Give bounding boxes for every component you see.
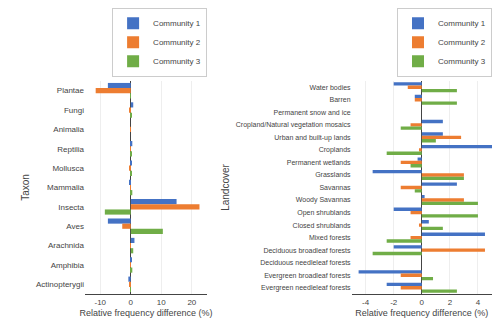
svg-text:Urban and built-up lands: Urban and built-up lands xyxy=(274,134,351,142)
svg-text:Mixed forests: Mixed forests xyxy=(309,234,351,241)
svg-text:Permanent wetlands: Permanent wetlands xyxy=(287,159,351,166)
svg-text:Grasslands: Grasslands xyxy=(315,171,351,178)
svg-text:Animalia: Animalia xyxy=(53,125,84,134)
svg-text:Barren: Barren xyxy=(330,96,351,103)
svg-text:Woody Savannas: Woody Savannas xyxy=(296,196,351,204)
svg-text:Mollusca: Mollusca xyxy=(52,164,84,173)
svg-text:Savannas: Savannas xyxy=(319,184,351,191)
svg-text:Community 2: Community 2 xyxy=(438,38,486,47)
svg-text:-10: -10 xyxy=(94,298,106,307)
svg-text:Insecta: Insecta xyxy=(58,203,84,212)
svg-text:Closed shrublands: Closed shrublands xyxy=(293,222,351,229)
svg-text:Community 1: Community 1 xyxy=(153,19,201,28)
svg-text:20: 20 xyxy=(187,298,196,307)
svg-text:Arachnida: Arachnida xyxy=(48,241,85,250)
svg-text:Evergreen broadleaf forests: Evergreen broadleaf forests xyxy=(264,272,351,280)
svg-text:Relative frequency difference: Relative frequency difference (%) xyxy=(355,308,488,318)
svg-text:Plantae: Plantae xyxy=(57,86,85,95)
svg-text:Amphibia: Amphibia xyxy=(51,261,85,270)
svg-text:10: 10 xyxy=(157,298,166,307)
svg-text:Community 3: Community 3 xyxy=(438,57,486,66)
svg-text:Fungi: Fungi xyxy=(64,106,84,115)
svg-text:0: 0 xyxy=(129,298,134,307)
svg-text:4: 4 xyxy=(476,298,481,307)
svg-text:Evergreen needleleaf forests: Evergreen needleleaf forests xyxy=(261,284,351,292)
svg-text:Taxon: Taxon xyxy=(20,174,31,201)
svg-text:Mammalia: Mammalia xyxy=(47,183,84,192)
svg-text:Community 1: Community 1 xyxy=(438,19,486,28)
svg-text:-2: -2 xyxy=(390,298,398,307)
svg-text:-4: -4 xyxy=(362,298,370,307)
svg-text:Relative frequency difference: Relative frequency difference (%) xyxy=(80,308,213,318)
svg-text:0: 0 xyxy=(420,298,425,307)
svg-text:Permanent snow and ice: Permanent snow and ice xyxy=(274,109,351,116)
svg-text:Deciduous needleleaf forests: Deciduous needleleaf forests xyxy=(260,259,351,266)
svg-text:Community 3: Community 3 xyxy=(153,57,201,66)
svg-text:Open shrublands: Open shrublands xyxy=(297,209,351,217)
svg-text:Deciduous broadleaf forests: Deciduous broadleaf forests xyxy=(263,247,351,254)
svg-text:Actinopterygii: Actinopterygii xyxy=(36,280,84,289)
svg-text:Aves: Aves xyxy=(66,222,84,231)
svg-text:Cropland/Natural vegetation mo: Cropland/Natural vegetation mosaics xyxy=(236,121,351,129)
svg-text:Water bodies: Water bodies xyxy=(310,84,351,91)
svg-text:Reptilia: Reptilia xyxy=(57,145,84,154)
svg-text:Community 2: Community 2 xyxy=(153,38,201,47)
svg-text:Croplands: Croplands xyxy=(319,146,351,154)
svg-text:2: 2 xyxy=(448,298,453,307)
svg-text:Landcover: Landcover xyxy=(220,163,231,210)
